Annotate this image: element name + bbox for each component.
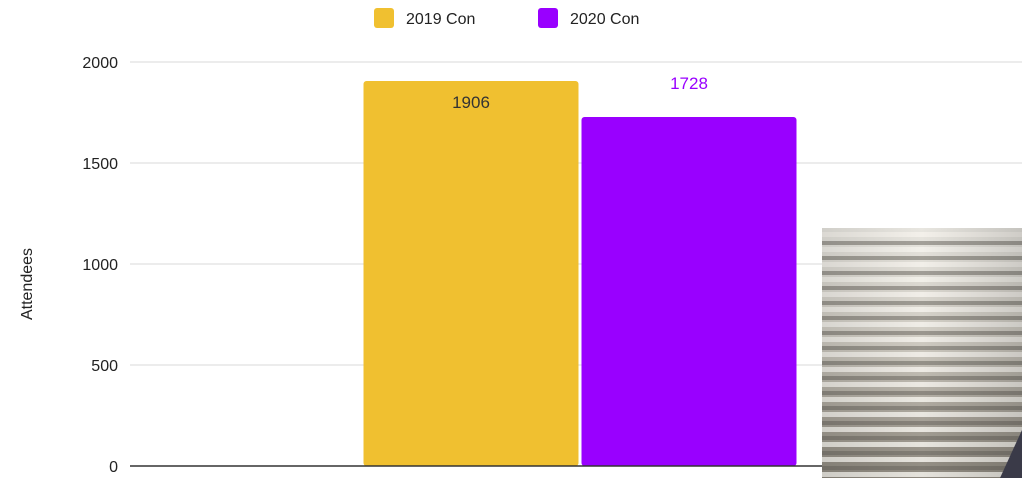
- y-tick-label-500: 500: [91, 358, 118, 375]
- blind-dark-corner: [1000, 430, 1022, 478]
- legend-label-2019: 2019 Con: [406, 11, 475, 28]
- legend-item-2019[interactable]: 2019 Con: [374, 8, 475, 28]
- data-labels: 1906 1728: [452, 74, 708, 112]
- legend: 2019 Con 2020 Con: [374, 8, 639, 28]
- legend-swatch-2019: [374, 8, 394, 28]
- window-blinds-photo: [822, 228, 1022, 478]
- bar-2019-con[interactable]: [363, 80, 579, 466]
- y-axis-title: Attendees: [19, 248, 36, 320]
- bar-2020-con[interactable]: [581, 116, 797, 466]
- y-tick-label-0: 0: [109, 459, 118, 476]
- y-tick-label-2000: 2000: [82, 55, 118, 72]
- y-axis-ticks: 0 500 1000 1500 2000: [82, 55, 118, 476]
- legend-item-2020[interactable]: 2020 Con: [538, 8, 639, 28]
- bars: [363, 80, 797, 466]
- data-label-2020-con: 1728: [670, 74, 708, 93]
- legend-label-2020: 2020 Con: [570, 11, 639, 28]
- y-tick-label-1000: 1000: [82, 257, 118, 274]
- y-tick-label-1500: 1500: [82, 156, 118, 173]
- legend-swatch-2020: [538, 8, 558, 28]
- data-label-2019-con: 1906: [452, 93, 490, 112]
